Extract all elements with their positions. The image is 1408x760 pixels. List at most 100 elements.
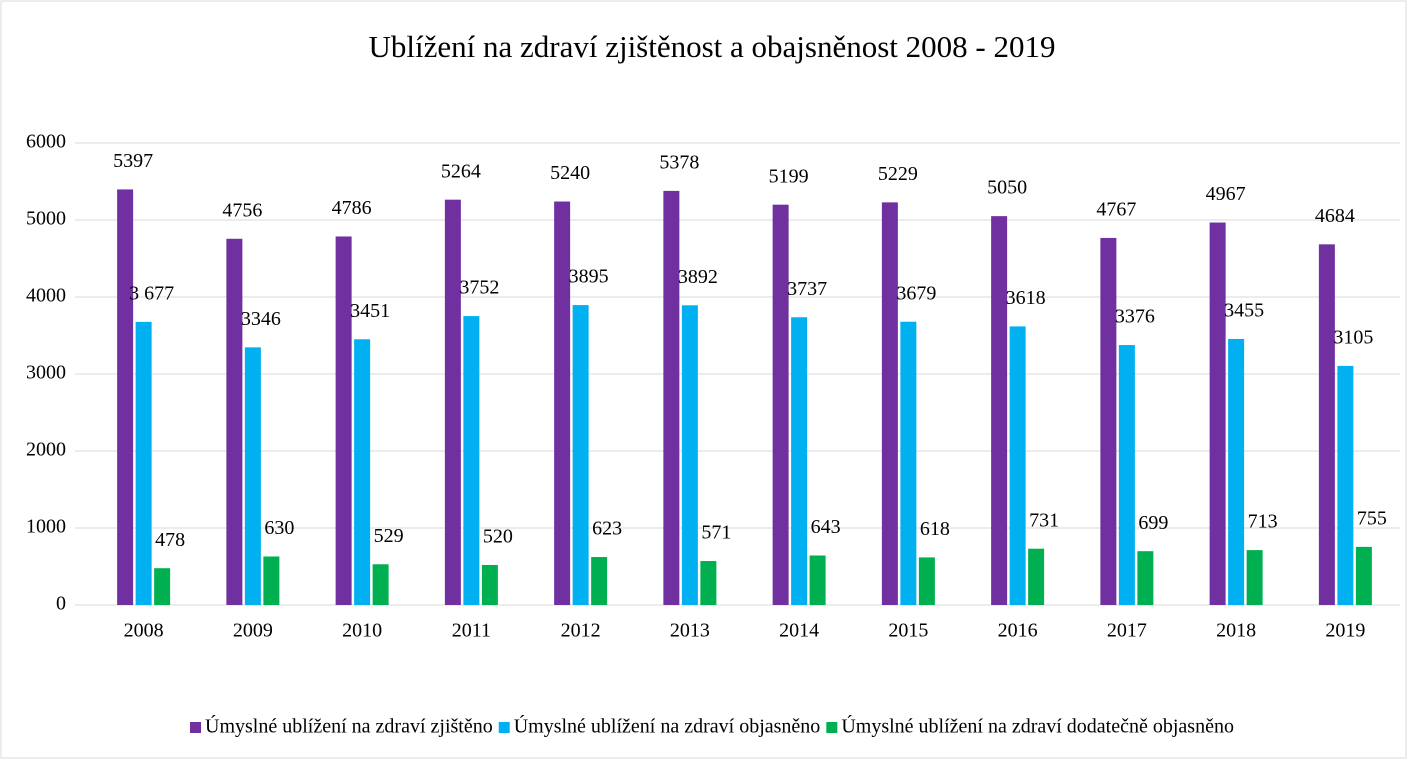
- data-label: 3 677: [129, 282, 174, 304]
- bar: [1118, 345, 1135, 605]
- data-label: 3105: [1333, 327, 1373, 349]
- bar: [591, 557, 608, 605]
- data-label: 520: [483, 526, 513, 548]
- bar: [1209, 222, 1226, 605]
- bar: [918, 557, 935, 605]
- data-label: 4756: [222, 199, 262, 221]
- data-label: 5199: [769, 165, 809, 187]
- bar: [991, 216, 1008, 605]
- data-label: 731: [1029, 509, 1059, 531]
- bar: [772, 204, 789, 605]
- legend-label: Úmyslné ublížení na zdraví objasněno: [514, 714, 821, 738]
- data-label: 3346: [241, 308, 281, 330]
- data-label: 478: [155, 529, 185, 551]
- bar: [900, 321, 917, 605]
- chart-title: Ublížení na zdraví zjištěnost a obajsněn…: [368, 29, 1055, 64]
- data-label: 3679: [896, 282, 936, 304]
- data-label: 4786: [332, 197, 372, 219]
- legend-label: Úmyslné ublížení na zdraví zjištěno: [205, 714, 493, 738]
- data-label: 3895: [569, 266, 609, 288]
- legend-swatch: [190, 722, 202, 733]
- bar: [1355, 546, 1372, 605]
- data-label: 529: [374, 525, 404, 547]
- bar: [372, 564, 389, 605]
- x-tick-label: 2011: [452, 620, 491, 642]
- bar: [700, 561, 717, 605]
- data-label: 5264: [441, 160, 481, 182]
- data-label: 571: [701, 522, 731, 544]
- bar: [226, 238, 243, 605]
- y-tick-label: 3000: [26, 362, 66, 384]
- bar: [481, 564, 498, 605]
- data-label: 4967: [1206, 183, 1246, 205]
- bar: [572, 305, 589, 605]
- y-tick-label: 0: [56, 593, 66, 615]
- bar: [1009, 326, 1026, 605]
- data-label: 3737: [787, 278, 827, 300]
- bar: [135, 321, 152, 605]
- bar: [1137, 551, 1154, 605]
- bar: [1100, 237, 1117, 606]
- bar: [1228, 338, 1245, 605]
- legend-label: Úmyslné ublížení na zdraví dodatečně obj…: [841, 714, 1234, 738]
- x-tick-label: 2013: [670, 620, 710, 642]
- data-label: 699: [1138, 512, 1168, 534]
- data-label: 4767: [1096, 199, 1136, 221]
- bar: [809, 555, 826, 605]
- legend-swatch: [826, 722, 838, 733]
- x-tick-label: 2018: [1216, 620, 1256, 642]
- x-tick-label: 2008: [124, 620, 164, 642]
- y-tick-label: 6000: [26, 131, 66, 153]
- x-tick-label: 2016: [998, 620, 1038, 642]
- x-tick-label: 2009: [233, 620, 273, 642]
- bar: [1318, 244, 1335, 605]
- legend-swatch: [498, 722, 510, 733]
- y-tick-label: 4000: [26, 285, 66, 307]
- bar: [554, 201, 571, 605]
- bar: [154, 568, 171, 605]
- x-tick-label: 2017: [1107, 620, 1147, 642]
- x-tick-label: 2012: [561, 620, 601, 642]
- data-label: 3455: [1224, 300, 1264, 322]
- bar: [881, 202, 898, 605]
- data-label: 5229: [878, 163, 918, 185]
- data-label: 5397: [113, 150, 153, 172]
- bar: [263, 556, 280, 605]
- bar: [1246, 550, 1263, 605]
- x-tick-label: 2010: [342, 620, 382, 642]
- data-label: 3618: [1006, 287, 1046, 309]
- bar: [335, 236, 352, 605]
- bar: [1337, 365, 1354, 605]
- data-label: 3892: [678, 266, 718, 288]
- data-label: 630: [264, 517, 294, 539]
- y-tick-label: 1000: [26, 516, 66, 538]
- bar: [1028, 548, 1045, 605]
- bar: [791, 317, 808, 605]
- x-tick-label: 2014: [779, 620, 819, 642]
- x-tick-label: 2019: [1325, 620, 1365, 642]
- data-label: 3376: [1115, 306, 1155, 328]
- x-tick-label: 2015: [888, 620, 928, 642]
- data-label: 4684: [1315, 205, 1355, 227]
- bar: [444, 199, 461, 605]
- data-label: 713: [1248, 511, 1278, 533]
- data-label: 618: [920, 518, 950, 540]
- bar: [244, 347, 261, 605]
- bar: [681, 305, 698, 605]
- data-label: 755: [1357, 507, 1387, 529]
- bar: [354, 339, 371, 605]
- y-tick-label: 2000: [26, 439, 66, 461]
- data-label: 643: [811, 516, 841, 538]
- bar: [663, 190, 680, 606]
- data-label: 5240: [550, 162, 590, 184]
- data-label: 5050: [987, 177, 1027, 199]
- bar: [117, 189, 134, 605]
- y-tick-label: 5000: [26, 208, 66, 230]
- data-label: 3752: [459, 277, 499, 299]
- bar: [463, 316, 480, 605]
- data-label: 3451: [350, 300, 390, 322]
- data-label: 5378: [659, 151, 699, 173]
- data-label: 623: [592, 518, 622, 540]
